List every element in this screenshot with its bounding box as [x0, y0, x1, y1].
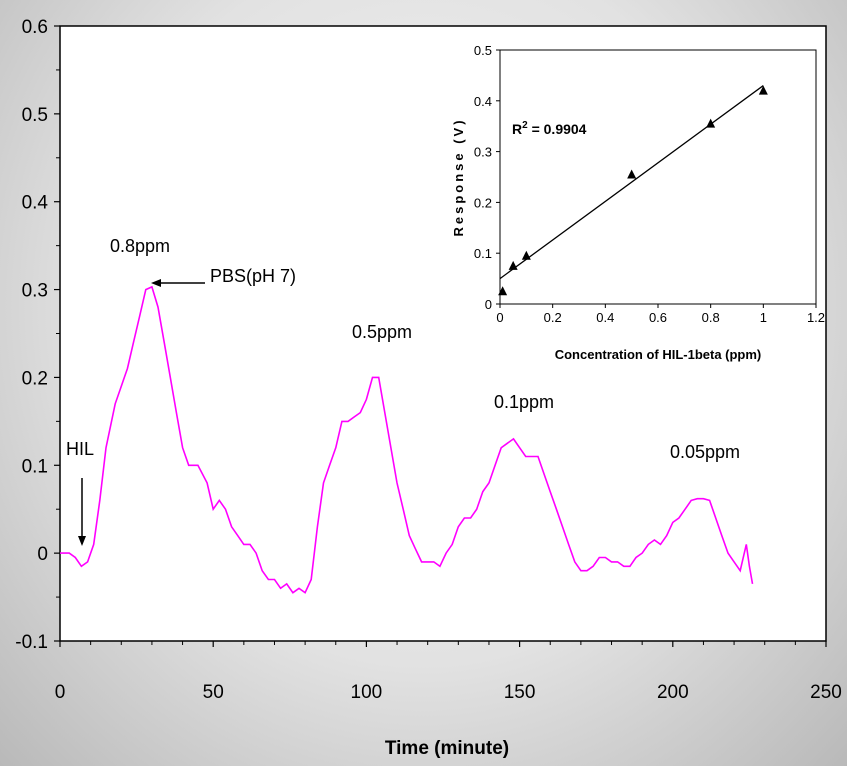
annotation-0-05ppm: 0.05ppm [670, 442, 740, 462]
inset-plot-area [499, 49, 817, 305]
annotation-pbs: PBS(pH 7) [210, 266, 296, 286]
inset-x-tick-label: 0.8 [702, 310, 720, 325]
inset-trendline [499, 85, 764, 280]
main-x-tick-label: 50 [203, 682, 224, 703]
main-y-tick-label: -0.1 [15, 632, 48, 653]
inset-y-tick-label: 0.4 [474, 94, 492, 109]
inset-y-tick-label: 0.3 [474, 145, 492, 160]
inset-data-point [498, 286, 508, 296]
inset-y-axis-label: Response (V) [451, 117, 466, 236]
annotation-0-8ppm: 0.8ppm [110, 236, 170, 256]
main-x-tick-label: 0 [55, 682, 66, 703]
inset-data-point [758, 85, 768, 95]
arrow-hil-head [78, 536, 86, 546]
inset-x-tick-label: 0.4 [596, 310, 614, 325]
main-x-tick-label: 200 [657, 682, 689, 703]
main-y-tick-label: 0.2 [22, 368, 48, 389]
main-x-tick-label: 100 [351, 682, 383, 703]
inset-points [498, 85, 768, 296]
main-x-axis-label: Time (minute) [385, 738, 509, 759]
inset-y-tick-label: 0 [485, 297, 492, 312]
main-y-tick-label: 0.6 [22, 17, 48, 38]
r2-superscript: 2 [522, 120, 528, 131]
arrow-pbs-head [151, 279, 161, 287]
inset-x-axis-label: Concentration of HIL-1beta (ppm) [555, 347, 762, 362]
inset-y-tick-label: 0.2 [474, 195, 492, 210]
main-y-tick-label: 0.5 [22, 105, 48, 126]
annotation-0-1ppm: 0.1ppm [494, 392, 554, 412]
main-axis-ticks [54, 25, 827, 647]
inset-r2-label: R2 = 0.9904 [512, 120, 587, 137]
inset-y-tick-label: 0.1 [474, 246, 492, 261]
inset-x-tick-label: 0.2 [544, 310, 562, 325]
inset-data-point [706, 118, 716, 128]
annotation-hil: HIL [66, 439, 94, 459]
inset-data-point [627, 169, 637, 179]
inset-x-tick-label: 1.2 [807, 310, 825, 325]
main-y-tick-label: 0.1 [22, 456, 48, 477]
main-series-line [60, 285, 754, 594]
main-tick-labels: 0 50 100 150 200 250-0.100.10.20.30.40.50.6 [15, 17, 842, 703]
main-x-tick-label: 150 [504, 682, 536, 703]
inset-data-point [508, 260, 518, 270]
r2-value: = 0.9904 [528, 121, 587, 137]
inset-x-tick-label: 0.6 [649, 310, 667, 325]
inset-y-tick-label: 0.5 [474, 43, 492, 58]
inset-data-point [521, 250, 531, 260]
inset-x-tick-label: 0 [496, 310, 503, 325]
inset-axis-ticks [496, 49, 817, 308]
r2-prefix: R [512, 121, 522, 137]
inset-x-tick-label: 1 [760, 310, 767, 325]
inset-tick-labels: 0 0.2 0.4 0.6 0.8 1 1.2 0 0.1 0.2 0.3 0.4 0.5 [474, 43, 825, 325]
main-y-tick-label: 0.3 [22, 281, 48, 302]
main-y-tick-label: 0.4 [22, 193, 49, 214]
annotation-0-5ppm: 0.5ppm [352, 322, 412, 342]
main-y-tick-label: 0 [37, 544, 48, 565]
main-x-tick-label: 250 [810, 682, 842, 703]
